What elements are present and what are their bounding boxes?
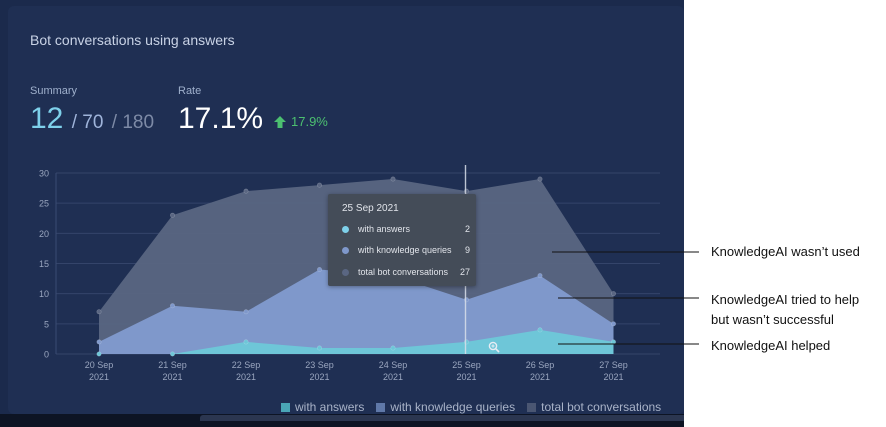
data-point — [610, 321, 616, 327]
zoom-cursor-icon — [488, 341, 500, 353]
tooltip-row-label: with knowledge queries — [358, 245, 452, 255]
x-tick-label: 26 Sep — [526, 360, 555, 370]
x-tick-label-year: 2021 — [162, 372, 182, 382]
scroll-handle[interactable] — [200, 415, 684, 421]
annotation-not-used: KnowledgeAI wasn’t used — [711, 244, 860, 259]
x-tick-label: 22 Sep — [232, 360, 261, 370]
y-tick-label: 5 — [44, 319, 49, 329]
legend-item-with-knowledge-queries[interactable]: with knowledge queries — [376, 400, 515, 414]
rate-change: 17.9% — [273, 114, 328, 129]
legend-swatch — [527, 402, 537, 412]
x-tick-label: 24 Sep — [379, 360, 408, 370]
tooltip-date: 25 Sep 2021 — [342, 203, 399, 214]
x-tick-label: 23 Sep — [305, 360, 334, 370]
data-point — [390, 345, 396, 351]
x-tick-label-year: 2021 — [89, 372, 109, 382]
y-tick-label: 30 — [39, 169, 49, 179]
x-tick-label: 20 Sep — [85, 360, 114, 370]
chart-tooltip: 25 Sep 2021 with answers 2 with knowledg… — [328, 194, 476, 286]
data-point — [170, 212, 176, 218]
summary-values: 12 / 70 / 180 — [30, 101, 154, 141]
tooltip-row: with knowledge queries 9 — [342, 245, 470, 255]
chart-legend: with answers with knowledge queries tota… — [281, 400, 673, 414]
x-tick-label-year: 2021 — [309, 372, 329, 382]
rate-value: 17.1% — [178, 102, 264, 135]
data-point — [170, 303, 176, 309]
summary-with-knowledge-queries: / 70 — [71, 112, 104, 133]
y-tick-label: 0 — [44, 350, 49, 360]
rate-label: Rate — [178, 85, 202, 97]
tooltip-row-value: 2 — [464, 224, 470, 234]
y-tick-label: 20 — [39, 229, 49, 239]
y-tick-label: 25 — [39, 199, 49, 209]
legend-label: with answers — [295, 400, 365, 414]
x-tick-label-year: 2021 — [236, 372, 256, 382]
legend-label: total bot conversations — [541, 400, 662, 414]
summary-label: Summary — [30, 85, 78, 97]
legend-swatch — [376, 402, 386, 412]
x-tick-label: 25 Sep — [452, 360, 481, 370]
arrow-up-icon — [274, 115, 286, 128]
y-tick-label: 15 — [39, 259, 49, 269]
legend-swatch — [281, 402, 290, 412]
data-point — [243, 339, 249, 345]
data-point — [316, 182, 322, 188]
annotation-tried-line2: but wasn’t successful — [711, 312, 834, 327]
x-tick-label-year: 2021 — [603, 372, 623, 382]
card-title: Bot conversations using answers — [30, 32, 235, 48]
data-point — [316, 345, 322, 351]
tooltip-dot-with-knowledge-queries — [342, 246, 349, 254]
area-with-knowledge-queries — [99, 269, 614, 354]
area-with-answers — [99, 329, 614, 354]
data-point — [243, 309, 249, 315]
data-point — [96, 309, 102, 315]
data-point — [537, 327, 543, 333]
data-point — [96, 351, 102, 357]
legend-item-total-bot-conversations[interactable]: total bot conversations — [527, 400, 661, 414]
annotation-helped: KnowledgeAI helped — [711, 338, 831, 353]
data-point — [537, 273, 543, 279]
x-tick-label: 21 Sep — [158, 360, 187, 370]
summary-total: / 180 — [111, 112, 155, 133]
tooltip-row: total bot conversations 27 — [342, 267, 470, 277]
data-point — [243, 188, 249, 194]
tooltip-dot-total — [342, 268, 349, 276]
data-point — [316, 267, 322, 273]
tooltip-row-value: 27 — [459, 267, 470, 277]
x-tick-label-year: 2021 — [383, 372, 403, 382]
tooltip-dot-with-answers — [342, 225, 349, 233]
x-tick-label: 27 Sep — [599, 360, 628, 370]
data-point — [390, 176, 396, 182]
tooltip-row-value: 9 — [464, 245, 470, 255]
data-point — [96, 339, 102, 345]
x-tick-label-year: 2021 — [530, 372, 550, 382]
x-tick-label-year: 2021 — [456, 372, 476, 382]
data-point — [537, 176, 543, 182]
y-tick-label: 10 — [39, 289, 49, 299]
rate-change-value: 17.9% — [291, 114, 328, 129]
summary-with-answers: 12 — [30, 102, 64, 135]
tooltip-row: with answers 2 — [342, 224, 470, 234]
annotation-tried-line1: KnowledgeAI tried to help — [711, 292, 860, 307]
tooltip-row-label: total bot conversations — [358, 267, 449, 277]
legend-item-with-answers[interactable]: with answers — [281, 400, 364, 414]
data-point — [170, 351, 176, 357]
legend-label: with knowledge queries — [390, 400, 516, 414]
data-point — [610, 291, 616, 297]
tooltip-row-label: with answers — [358, 224, 411, 234]
